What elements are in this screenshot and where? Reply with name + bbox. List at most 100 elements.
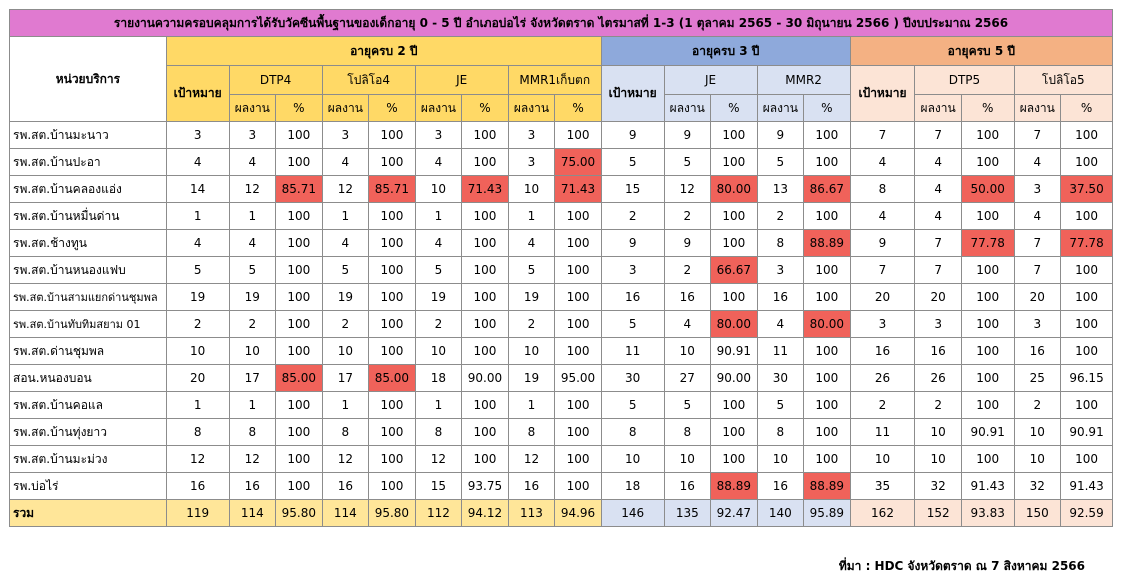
service-unit-name: รพ.สต.บ้านทับทิมสยาม 01 bbox=[9, 310, 167, 338]
total-cell: 146 bbox=[600, 499, 665, 527]
table-cell: 2 bbox=[849, 391, 916, 419]
table-cell: 4 bbox=[228, 229, 277, 257]
table-cell: 2 bbox=[165, 310, 230, 338]
table-cell: 100 bbox=[1060, 148, 1113, 176]
table-cell: 19 bbox=[228, 283, 277, 311]
table-row: รพ.สต.บ้านทุ่งยาว 8 8 100 8 100 8 100 8 100 8 8 100 8… bbox=[9, 418, 1113, 446]
service-unit-name: รพ.สต.ด่านชุมพล bbox=[9, 337, 167, 365]
total-cell: 95.89 bbox=[803, 499, 851, 527]
table-cell: 1 bbox=[507, 391, 556, 419]
table-cell: 100 bbox=[710, 445, 758, 473]
table-cell: 4 bbox=[228, 148, 277, 176]
table-row: รพ.สต.บ้านทับทิมสยาม 01 2 2 100 2 100 2 100 2 100… bbox=[9, 310, 1113, 338]
source-note: ที่มา : HDC จังหวัดตราด ณ 7 สิงหาคม 2566 bbox=[838, 559, 1085, 573]
table-row: รพ.สต.บ้านหนองแฟบ 5 5 100 5 100 5 100 5 100 3 2 66.6… bbox=[9, 256, 1113, 284]
table-cell: 100 bbox=[960, 256, 1015, 284]
table-cell: 7 bbox=[849, 256, 916, 284]
table-cell: 100 bbox=[368, 310, 416, 338]
table-cell: 100 bbox=[803, 418, 851, 446]
service-unit-name: รพ.สต.บ้านหนองแฟบ bbox=[9, 256, 167, 284]
table-cell: 16 bbox=[663, 283, 712, 311]
table-cell: 100 bbox=[1060, 445, 1113, 473]
table-cell: 3 bbox=[228, 121, 277, 149]
table-cell: 10 bbox=[228, 337, 277, 365]
table-cell: 15 bbox=[600, 175, 665, 203]
table-cell: 100 bbox=[461, 310, 509, 338]
table-cell: 100 bbox=[368, 148, 416, 176]
table-cell: 3 bbox=[507, 148, 556, 176]
table-row: รพ.สต.บ้านปะอา 4 4 100 4 100 4 100 3 75.00 5 5 100 5 1… bbox=[9, 148, 1113, 176]
age5-header: อายุครบ 5 ปี bbox=[849, 36, 1114, 66]
table-cell: 80.00 bbox=[803, 310, 851, 338]
total-cell: 119 bbox=[165, 499, 230, 527]
result-subheader: ผลงาน bbox=[414, 94, 463, 122]
age3-header: อายุครบ 3 ปี bbox=[600, 36, 851, 66]
table-cell: 4 bbox=[1013, 202, 1062, 230]
table-cell: 2 bbox=[321, 310, 370, 338]
total-cell: 152 bbox=[914, 499, 962, 527]
total-cell: 135 bbox=[663, 499, 712, 527]
table-cell: 32 bbox=[1013, 472, 1062, 500]
table-cell: 12 bbox=[228, 175, 277, 203]
table-cell: 12 bbox=[228, 445, 277, 473]
table-cell: 100 bbox=[368, 337, 416, 365]
table-cell: 1 bbox=[228, 391, 277, 419]
table-cell: 91.43 bbox=[1060, 472, 1113, 500]
total-cell: 113 bbox=[507, 499, 556, 527]
table-cell: 100 bbox=[554, 121, 602, 149]
percent-subheader: % bbox=[960, 94, 1015, 122]
table-cell: 5 bbox=[756, 148, 805, 176]
table-cell: 100 bbox=[275, 391, 323, 419]
service-unit-name: รพ.สต.ช้างทูน bbox=[9, 229, 167, 257]
table-cell: 12 bbox=[321, 445, 370, 473]
table-cell: 10 bbox=[914, 445, 962, 473]
table-cell: 11 bbox=[600, 337, 665, 365]
table-cell: 71.43 bbox=[554, 175, 602, 203]
table-cell: 16 bbox=[914, 337, 962, 365]
table-row: รพ.สต.บ้านมะนาว 3 3 100 3 100 3 100 3 100 9 9 100 9 10… bbox=[9, 121, 1113, 149]
table-cell: 100 bbox=[368, 283, 416, 311]
table-cell: 5 bbox=[507, 256, 556, 284]
table-cell: 4 bbox=[507, 229, 556, 257]
table-cell: 1 bbox=[165, 202, 230, 230]
age2-target-header: เป้าหมาย bbox=[165, 65, 230, 122]
result-subheader: ผลงาน bbox=[663, 94, 712, 122]
table-cell: 4 bbox=[165, 229, 230, 257]
table-cell: 5 bbox=[663, 148, 712, 176]
coverage-table: รายงานความครอบคลุมการได้รับวัคซีนพื้นฐาน… bbox=[9, 9, 1114, 527]
table-cell: 27 bbox=[663, 364, 712, 392]
table-cell: 100 bbox=[368, 256, 416, 284]
total-cell: 93.83 bbox=[960, 499, 1015, 527]
age2-vaccine-dtp4: DTP4 bbox=[228, 65, 323, 95]
table-cell: 16 bbox=[600, 283, 665, 311]
table-cell: 18 bbox=[414, 364, 463, 392]
total-cell: 95.80 bbox=[275, 499, 323, 527]
table-cell: 100 bbox=[803, 148, 851, 176]
table-cell: 8 bbox=[600, 418, 665, 446]
table-cell: 100 bbox=[710, 229, 758, 257]
table-cell: 2 bbox=[663, 202, 712, 230]
table-cell: 100 bbox=[275, 418, 323, 446]
table-cell: 2 bbox=[507, 310, 556, 338]
table-cell: 100 bbox=[960, 202, 1015, 230]
table-cell: 8 bbox=[507, 418, 556, 446]
table-cell: 16 bbox=[165, 472, 230, 500]
table-cell: 100 bbox=[1060, 121, 1113, 149]
table-cell: 16 bbox=[228, 472, 277, 500]
service-unit-header: หน่วยบริการ bbox=[9, 36, 167, 122]
table-cell: 100 bbox=[710, 121, 758, 149]
table-cell: 3 bbox=[1013, 310, 1062, 338]
table-cell: 4 bbox=[914, 202, 962, 230]
result-subheader: ผลงาน bbox=[1013, 94, 1062, 122]
table-cell: 12 bbox=[414, 445, 463, 473]
table-cell: 100 bbox=[461, 148, 509, 176]
total-cell: 94.12 bbox=[461, 499, 509, 527]
table-cell: 7 bbox=[914, 256, 962, 284]
table-cell: 5 bbox=[663, 391, 712, 419]
table-cell: 3 bbox=[849, 310, 916, 338]
table-cell: 4 bbox=[663, 310, 712, 338]
table-cell: 8 bbox=[849, 175, 916, 203]
table-cell: 100 bbox=[368, 445, 416, 473]
table-cell: 5 bbox=[600, 148, 665, 176]
total-cell: 92.59 bbox=[1060, 499, 1113, 527]
